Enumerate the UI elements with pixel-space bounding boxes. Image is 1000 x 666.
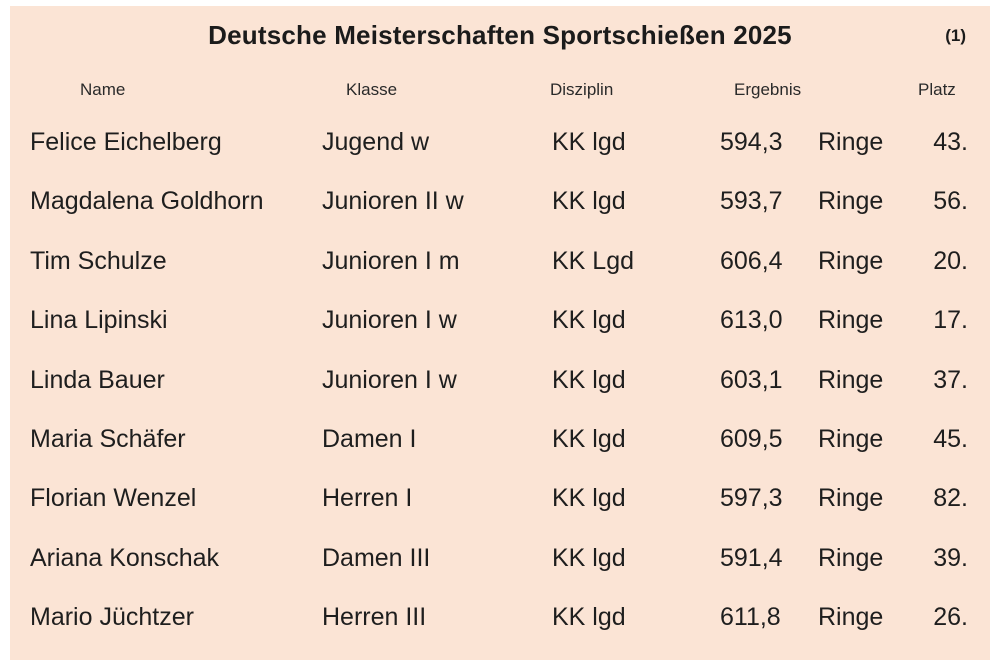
cell-ergebnis: 594,3 (720, 128, 783, 156)
table-row: Felice Eichelberg Jugend w KK lgd 594,3 … (10, 128, 990, 168)
cell-einheit: Ringe (818, 306, 884, 334)
cell-platz: 45. (933, 425, 968, 453)
cell-ergebnis: 591,4 (720, 544, 783, 572)
cell-ergebnis: 606,4 (720, 247, 783, 275)
cell-disziplin: KK lgd (552, 366, 626, 394)
cell-einheit: Ringe (818, 484, 884, 512)
cell-name: Felice Eichelberg (30, 128, 222, 156)
header-platz: Platz (918, 80, 956, 99)
cell-disziplin: KK lgd (552, 187, 626, 215)
cell-name: Linda Bauer (30, 366, 165, 394)
cell-disziplin: KK lgd (552, 544, 626, 572)
cell-name: Maria Schäfer (30, 425, 186, 453)
cell-name: Mario Jüchtzer (30, 603, 194, 631)
cell-ergebnis: 613,0 (720, 306, 783, 334)
cell-klasse: Junioren I m (322, 247, 460, 275)
cell-platz: 20. (933, 247, 968, 275)
header-ergebnis: Ergebnis (734, 80, 802, 99)
cell-name: Ariana Konschak (30, 544, 220, 572)
table-row: Linda Bauer Junioren I w KK lgd 603,1 Ri… (10, 366, 990, 406)
cell-klasse: Damen I (322, 425, 417, 453)
table-row: Maria Schäfer Damen I KK lgd 609,5 Ringe… (10, 425, 990, 465)
cell-platz: 17. (933, 306, 968, 334)
cell-klasse: Junioren II w (322, 187, 464, 215)
header-name: Name (80, 80, 126, 99)
cell-einheit: Ringe (818, 425, 884, 453)
cell-name: Lina Lipinski (30, 306, 168, 334)
header-klasse: Klasse (346, 80, 398, 99)
cell-platz: 37. (933, 366, 968, 394)
header-disziplin: Disziplin (550, 80, 614, 99)
cell-einheit: Ringe (818, 128, 884, 156)
table-row: Tim Schulze Junioren I m KK Lgd 606,4 Ri… (10, 247, 990, 287)
page-title: Deutsche Meisterschaften Sportschießen 2… (208, 20, 792, 50)
cell-platz: 26. (933, 603, 968, 631)
cell-klasse: Junioren I w (322, 306, 457, 334)
results-panel: Deutsche Meisterschaften Sportschießen 2… (10, 6, 990, 660)
cell-klasse: Herren III (322, 603, 427, 631)
cell-einheit: Ringe (818, 366, 884, 394)
cell-ergebnis: 611,8 (720, 603, 781, 631)
cell-disziplin: KK lgd (552, 603, 626, 631)
cell-disziplin: KK lgd (552, 484, 626, 512)
cell-einheit: Ringe (818, 247, 884, 275)
cell-platz: 39. (933, 544, 968, 572)
cell-einheit: Ringe (818, 187, 884, 215)
cell-einheit: Ringe (818, 544, 884, 572)
cell-disziplin: KK lgd (552, 128, 626, 156)
table-row: Mario Jüchtzer Herren III KK lgd 611,8 R… (10, 603, 990, 643)
cell-platz: 82. (933, 484, 968, 512)
cell-name: Magdalena Goldhorn (30, 187, 264, 215)
cell-platz: 56. (933, 187, 968, 215)
table-row: Florian Wenzel Herren I KK lgd 597,3 Rin… (10, 484, 990, 524)
cell-disziplin: KK Lgd (552, 247, 635, 275)
cell-ergebnis: 593,7 (720, 187, 783, 215)
cell-disziplin: KK lgd (552, 425, 626, 453)
cell-name: Tim Schulze (30, 247, 167, 275)
table-row: Lina Lipinski Junioren I w KK lgd 613,0 … (10, 306, 990, 346)
cell-klasse: Jugend w (322, 128, 430, 156)
cell-klasse: Damen III (322, 544, 431, 572)
cell-name: Florian Wenzel (30, 484, 197, 512)
cell-disziplin: KK lgd (552, 306, 626, 334)
cell-klasse: Junioren I w (322, 366, 457, 394)
table-row: Ariana Konschak Damen III KK lgd 591,4 R… (10, 544, 990, 584)
cell-ergebnis: 597,3 (720, 484, 783, 512)
table-row: Magdalena Goldhorn Junioren II w KK lgd … (10, 187, 990, 227)
page-number: (1) (945, 26, 966, 45)
cell-klasse: Herren I (322, 484, 413, 512)
cell-ergebnis: 603,1 (720, 366, 783, 394)
cell-platz: 43. (933, 128, 968, 156)
cell-ergebnis: 609,5 (720, 425, 783, 453)
cell-einheit: Ringe (818, 603, 884, 631)
